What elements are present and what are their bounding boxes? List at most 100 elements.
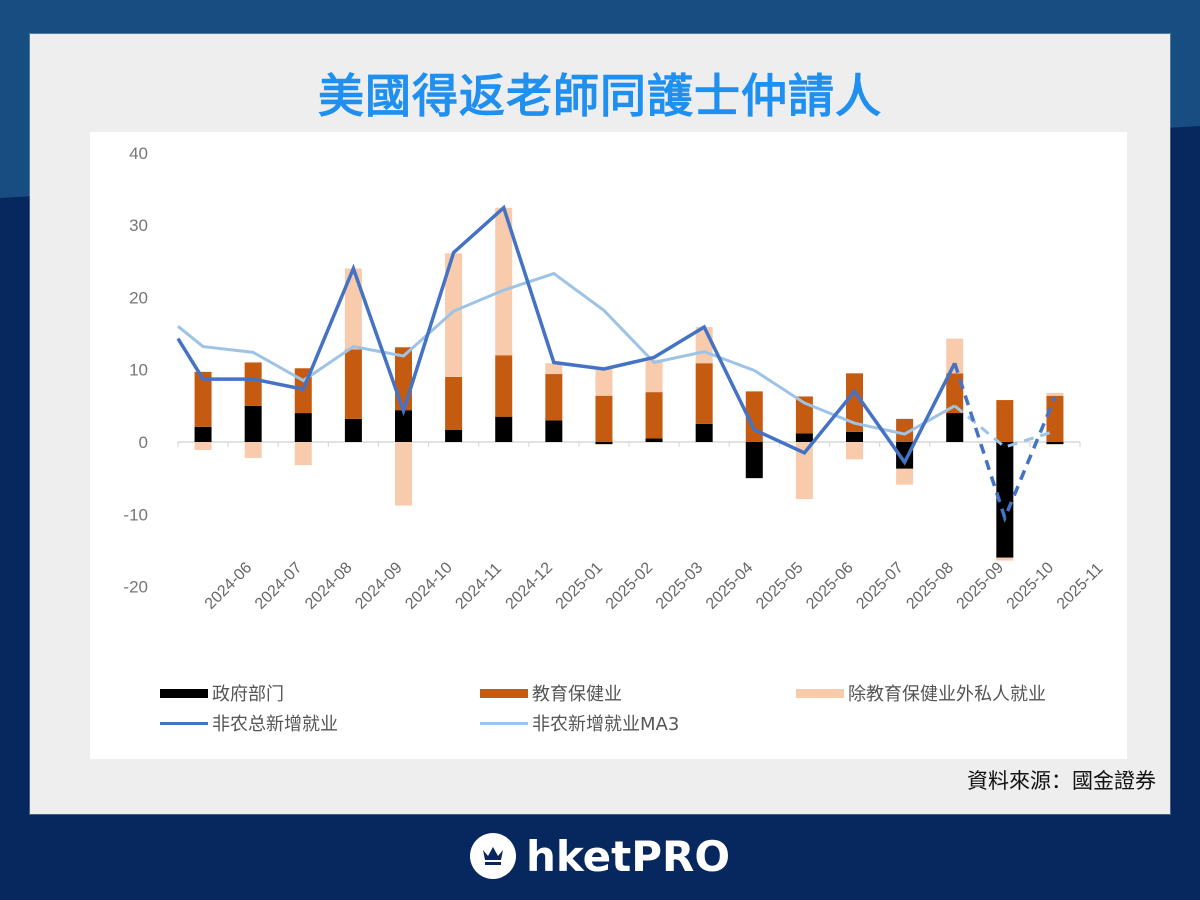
legend-bar-swatch [480,688,528,698]
bar-segment-government [294,413,312,442]
bar-segment-education-health [946,373,964,414]
x-tick-label: 2025-02 [603,559,657,613]
bar-segment-education-health [1046,395,1064,442]
page-title: 美國得返老師同護士仲請人 [318,69,882,123]
bar-segment-other-private [1046,392,1064,396]
bar-segment-other-private [495,207,513,356]
brand-logo-bar: hketPRO [0,826,1200,886]
legend-label: 教育保健业 [532,684,622,705]
legend-label: 除教育保健业外私人就业 [848,684,1046,705]
bar-segment-government [996,442,1014,558]
bar-segment-other-private [395,442,412,506]
y-tick-label: 40 [129,144,148,163]
brand-name: hketPRO [525,831,731,881]
bar-segment-other-private [545,363,563,375]
legend-label: 非农新增就业MA3 [532,714,680,735]
x-tick-label: 2025-06 [803,559,857,613]
y-tick-label: 20 [129,288,148,307]
bar-segment-other-private [194,442,212,450]
bar-segment-education-health [344,349,362,419]
x-tick-label: 2025-03 [653,559,707,613]
bar-segment-other-private [595,368,613,396]
y-tick-label: -10 [123,505,148,524]
line-total-nfp [176,204,957,466]
bar-segment-other-private [445,253,463,377]
bar-segment-education-health [896,418,914,442]
crown-icon [469,833,516,879]
bar-segment-education-health [996,400,1014,442]
x-tick-label: 2024-12 [503,559,557,613]
line-total-nfp-dashed [953,362,1057,523]
x-tick-label: 2024-09 [352,559,406,613]
legend-label: 非农总新增就业 [212,714,338,735]
bar-segment-government [695,423,713,442]
bar-segment-other-private [294,442,312,466]
x-tick-label: 2024-06 [202,559,256,613]
bar-segment-government [194,426,212,442]
bar-segment-government [595,442,613,445]
bar-segment-education-health [695,363,713,424]
bar-segment-other-private [896,468,914,485]
x-tick-label: 2025-01 [553,559,607,613]
bar-segment-government [495,416,513,442]
bar-segment-education-health [194,371,212,427]
x-tick-label: 2025-09 [954,559,1008,613]
bar-segment-education-health [495,355,513,417]
x-tick-label: 2024-10 [402,559,456,613]
bar-segment-government [645,438,663,442]
bar-segment-government [946,413,964,442]
x-tick-label: 2024-08 [302,559,356,613]
legend-bar-swatch [160,688,208,698]
bar-segment-other-private [645,359,663,393]
bar-segment-government [795,433,813,442]
bar-segment-government [445,429,463,442]
x-tick-label: 2025-05 [753,559,807,613]
bar-segment-education-health [595,395,613,442]
bar-segment-other-private [244,442,262,458]
bar-segment-other-private [795,442,813,500]
legend-item-total-nfp: 非农总新增就业 [160,710,338,736]
bar-segment-other-private [344,268,362,350]
legend-item-other-private: 除教育保健业外私人就业 [796,680,1046,706]
bar-segment-other-private [996,557,1014,561]
line-nfp-ma3 [177,271,956,436]
legend-bar-swatch [796,688,844,698]
x-tick-label: 2025-08 [903,559,957,613]
bar-segment-education-health [445,376,463,430]
bar-segment-government [1046,442,1064,445]
bar-segment-government [395,410,412,442]
chart-container: 40 30 20 10 0 -10 -20 2024-06 2024-07 2024-08 2024… [90,132,1127,759]
legend-item-government: 政府部门 [160,680,284,706]
bar-segment-government [344,418,362,442]
bar-segment-government [244,405,262,442]
x-tick-label: 2025-10 [1004,559,1058,613]
legend-item-education-health: 教育保健业 [480,680,622,706]
legend-item-nfp-ma3: 非农新增就业MA3 [480,710,679,736]
bar-segment-education-health [745,391,763,442]
bar-segment-government [896,442,914,469]
x-tick-label: 2025-04 [703,559,757,613]
legend-line-swatch [160,721,208,725]
y-tick-label: -20 [123,578,148,597]
bar-segment-other-private [946,338,964,374]
y-tick-label: 30 [129,216,148,235]
chart-legend: 政府部门 教育保健业 除教育保健业外私人就业非农总新增就业 非农新增就业MA3 [160,680,1120,750]
bar-segment-government [745,442,763,479]
legend-line-swatch [480,721,528,725]
y-tick-label: 0 [139,433,148,452]
y-tick-label: 10 [129,361,148,380]
bar-segment-education-health [545,374,563,421]
x-tick-label: 2024-11 [452,560,505,613]
bar-segment-other-private [846,442,863,460]
bar-segment-education-health [846,373,863,432]
x-tick-label: 2025-07 [853,559,907,613]
x-tick-label: 2025-11 [1054,560,1107,613]
bar-segment-education-health [645,392,663,439]
x-tick-label: 2024-07 [252,559,306,613]
bar-segment-education-health [244,362,262,406]
bar-segment-government [846,431,863,442]
data-source-note: 資料來源：國金證券 [967,769,1156,793]
legend-label: 政府部门 [212,684,284,705]
bar-segment-government [545,420,563,442]
